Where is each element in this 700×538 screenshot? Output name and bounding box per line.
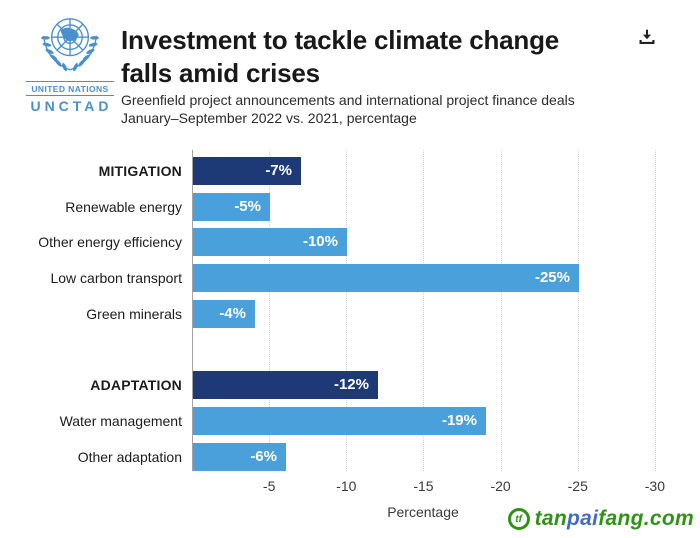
category-label: Green minerals bbox=[86, 305, 182, 322]
watermark-text-part: fang.com bbox=[598, 507, 694, 530]
unctad-logo: UNITED NATIONS UNCTAD bbox=[26, 10, 114, 114]
un-emblem-icon bbox=[41, 18, 99, 72]
gridline bbox=[423, 150, 425, 471]
gridline bbox=[577, 150, 579, 471]
watermark-text-part: tan bbox=[534, 507, 567, 530]
bar-value-label: -10% bbox=[302, 233, 338, 251]
gridline bbox=[346, 150, 348, 471]
download-button[interactable] bbox=[630, 20, 664, 54]
x-axis-title: Percentage bbox=[387, 504, 459, 520]
x-axis-tick-label: -20 bbox=[490, 478, 511, 494]
watermark-link[interactable]: tf tanpaifang.com bbox=[507, 507, 694, 531]
category-label: Other energy efficiency bbox=[38, 234, 182, 251]
x-axis-tick-label: -15 bbox=[413, 478, 434, 494]
chart-subtitle-line2: January–September 2022 vs. 2021, percent… bbox=[121, 109, 417, 126]
chart-title-line1: Investment to tackle climate change bbox=[121, 25, 560, 55]
watermark-text: tanpaifang.com bbox=[535, 507, 694, 531]
bar-green-minerals: -4% bbox=[193, 299, 255, 328]
bar-value-label: -6% bbox=[250, 447, 277, 465]
bar-adaptation: -12% bbox=[193, 371, 378, 400]
bar-mitigation: -7% bbox=[193, 157, 301, 185]
bar-value-label: -25% bbox=[534, 269, 570, 287]
watermark-text-part: pai bbox=[567, 507, 599, 530]
bar-value-label: -7% bbox=[265, 162, 292, 179]
bar-water-management: -19% bbox=[193, 406, 486, 435]
x-axis-tick-label: -10 bbox=[336, 478, 357, 494]
bar-value-label: -12% bbox=[333, 376, 369, 394]
x-axis-tick-label: -25 bbox=[567, 478, 588, 494]
bar-low-carbon-transport: -25% bbox=[193, 264, 579, 293]
bar-renewable-energy: -5% bbox=[193, 192, 270, 221]
category-label: ADAPTATION bbox=[90, 377, 182, 394]
category-label: Other adaptation bbox=[77, 448, 182, 465]
gridline bbox=[269, 150, 271, 471]
y-axis-line bbox=[192, 150, 193, 471]
bar-value-label: -5% bbox=[234, 197, 261, 215]
logo-org-text: UNITED NATIONS bbox=[26, 81, 114, 96]
gridline bbox=[654, 150, 656, 471]
bar-value-label: -19% bbox=[441, 411, 477, 429]
tanpaifang-logo-icon: tf bbox=[507, 508, 530, 530]
x-axis-tick-label: -30 bbox=[644, 478, 665, 494]
category-label: Low carbon transport bbox=[50, 270, 182, 287]
bar-other-energy-efficiency: -10% bbox=[193, 228, 347, 257]
category-label: Renewable energy bbox=[65, 198, 182, 215]
chart-title-line2: falls amid crises bbox=[121, 58, 320, 88]
chart-subtitle: Greenfield project announcements and int… bbox=[121, 92, 575, 127]
gridline bbox=[500, 150, 502, 471]
category-label: MITIGATION bbox=[98, 163, 182, 179]
x-axis-tick-label: -5 bbox=[262, 478, 276, 494]
bar-other-adaptation: -6% bbox=[193, 442, 286, 471]
chart-subtitle-line1: Greenfield project announcements and int… bbox=[121, 92, 575, 108]
bar-value-label: -4% bbox=[219, 304, 246, 322]
download-icon bbox=[639, 29, 655, 45]
chart-title: Investment to tackle climate change fall… bbox=[121, 24, 559, 90]
category-label: Water management bbox=[59, 412, 182, 429]
logo-unctad-text: UNCTAD bbox=[30, 98, 113, 114]
